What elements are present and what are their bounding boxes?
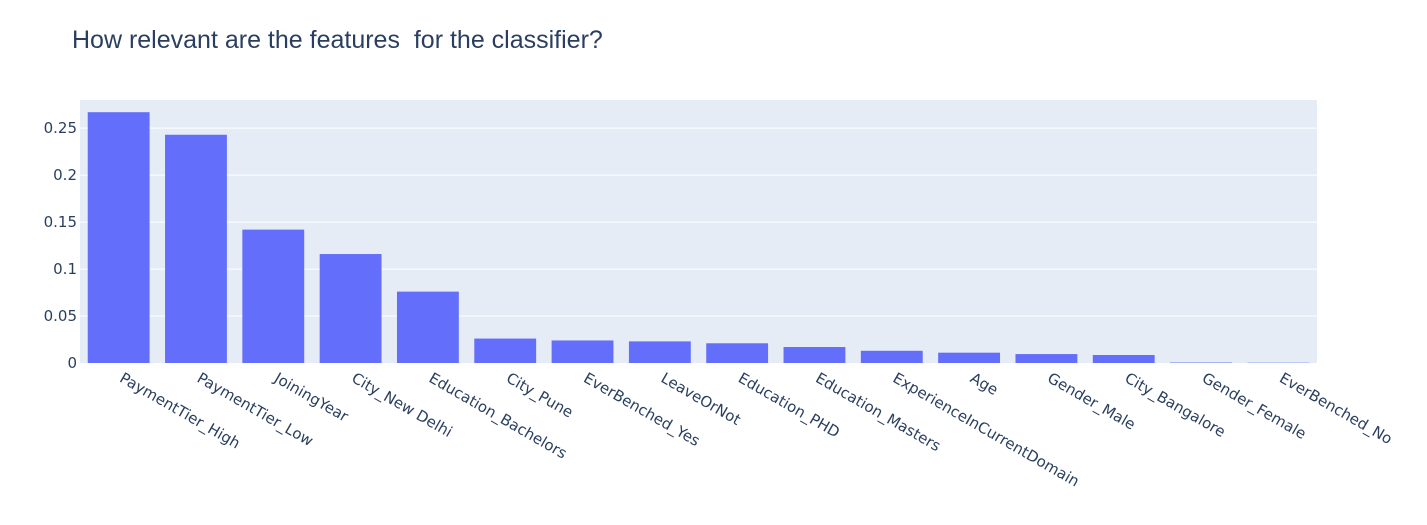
y-tick-label: 0.1 [53, 260, 77, 278]
bar-city-new-delhi[interactable] [319, 254, 382, 363]
bar-everbenched-yes[interactable] [551, 340, 614, 363]
x-tick-label: Education_Masters [812, 369, 944, 456]
bar-city-bangalore[interactable] [1092, 355, 1155, 363]
x-tick-label: Education_Bachelors [425, 369, 570, 464]
y-tick-label: 0.15 [44, 213, 77, 231]
bar-leaveornot[interactable] [628, 341, 691, 363]
bar-education-masters[interactable] [783, 347, 846, 363]
bar-gender-male[interactable] [1015, 354, 1078, 363]
y-axis-ticks: 0 0.05 0.1 0.15 0.2 0.25 [44, 119, 77, 372]
bars [87, 112, 1310, 363]
bar-education-bachelors[interactable] [396, 291, 459, 363]
bar-joiningyear[interactable] [242, 229, 305, 363]
y-tick-label: 0 [67, 354, 77, 372]
bar-age[interactable] [938, 352, 1001, 363]
y-tick-label: 0.25 [44, 119, 77, 137]
y-tick-label: 0.2 [53, 166, 77, 184]
chart-title: How relevant are the features for the cl… [72, 26, 603, 54]
bar-education-phd[interactable] [706, 343, 769, 363]
bar-experienceincurrentdomain[interactable] [860, 350, 923, 363]
x-axis-ticks: PaymentTier_HighPaymentTier_LowJoiningYe… [116, 368, 1395, 490]
y-tick-label: 0.05 [44, 307, 77, 325]
x-tick-label: Age [967, 369, 1001, 399]
bar-paymenttier-high[interactable] [87, 112, 150, 363]
bar-paymenttier-low[interactable] [165, 134, 227, 363]
bar-city-pune[interactable] [474, 338, 537, 363]
